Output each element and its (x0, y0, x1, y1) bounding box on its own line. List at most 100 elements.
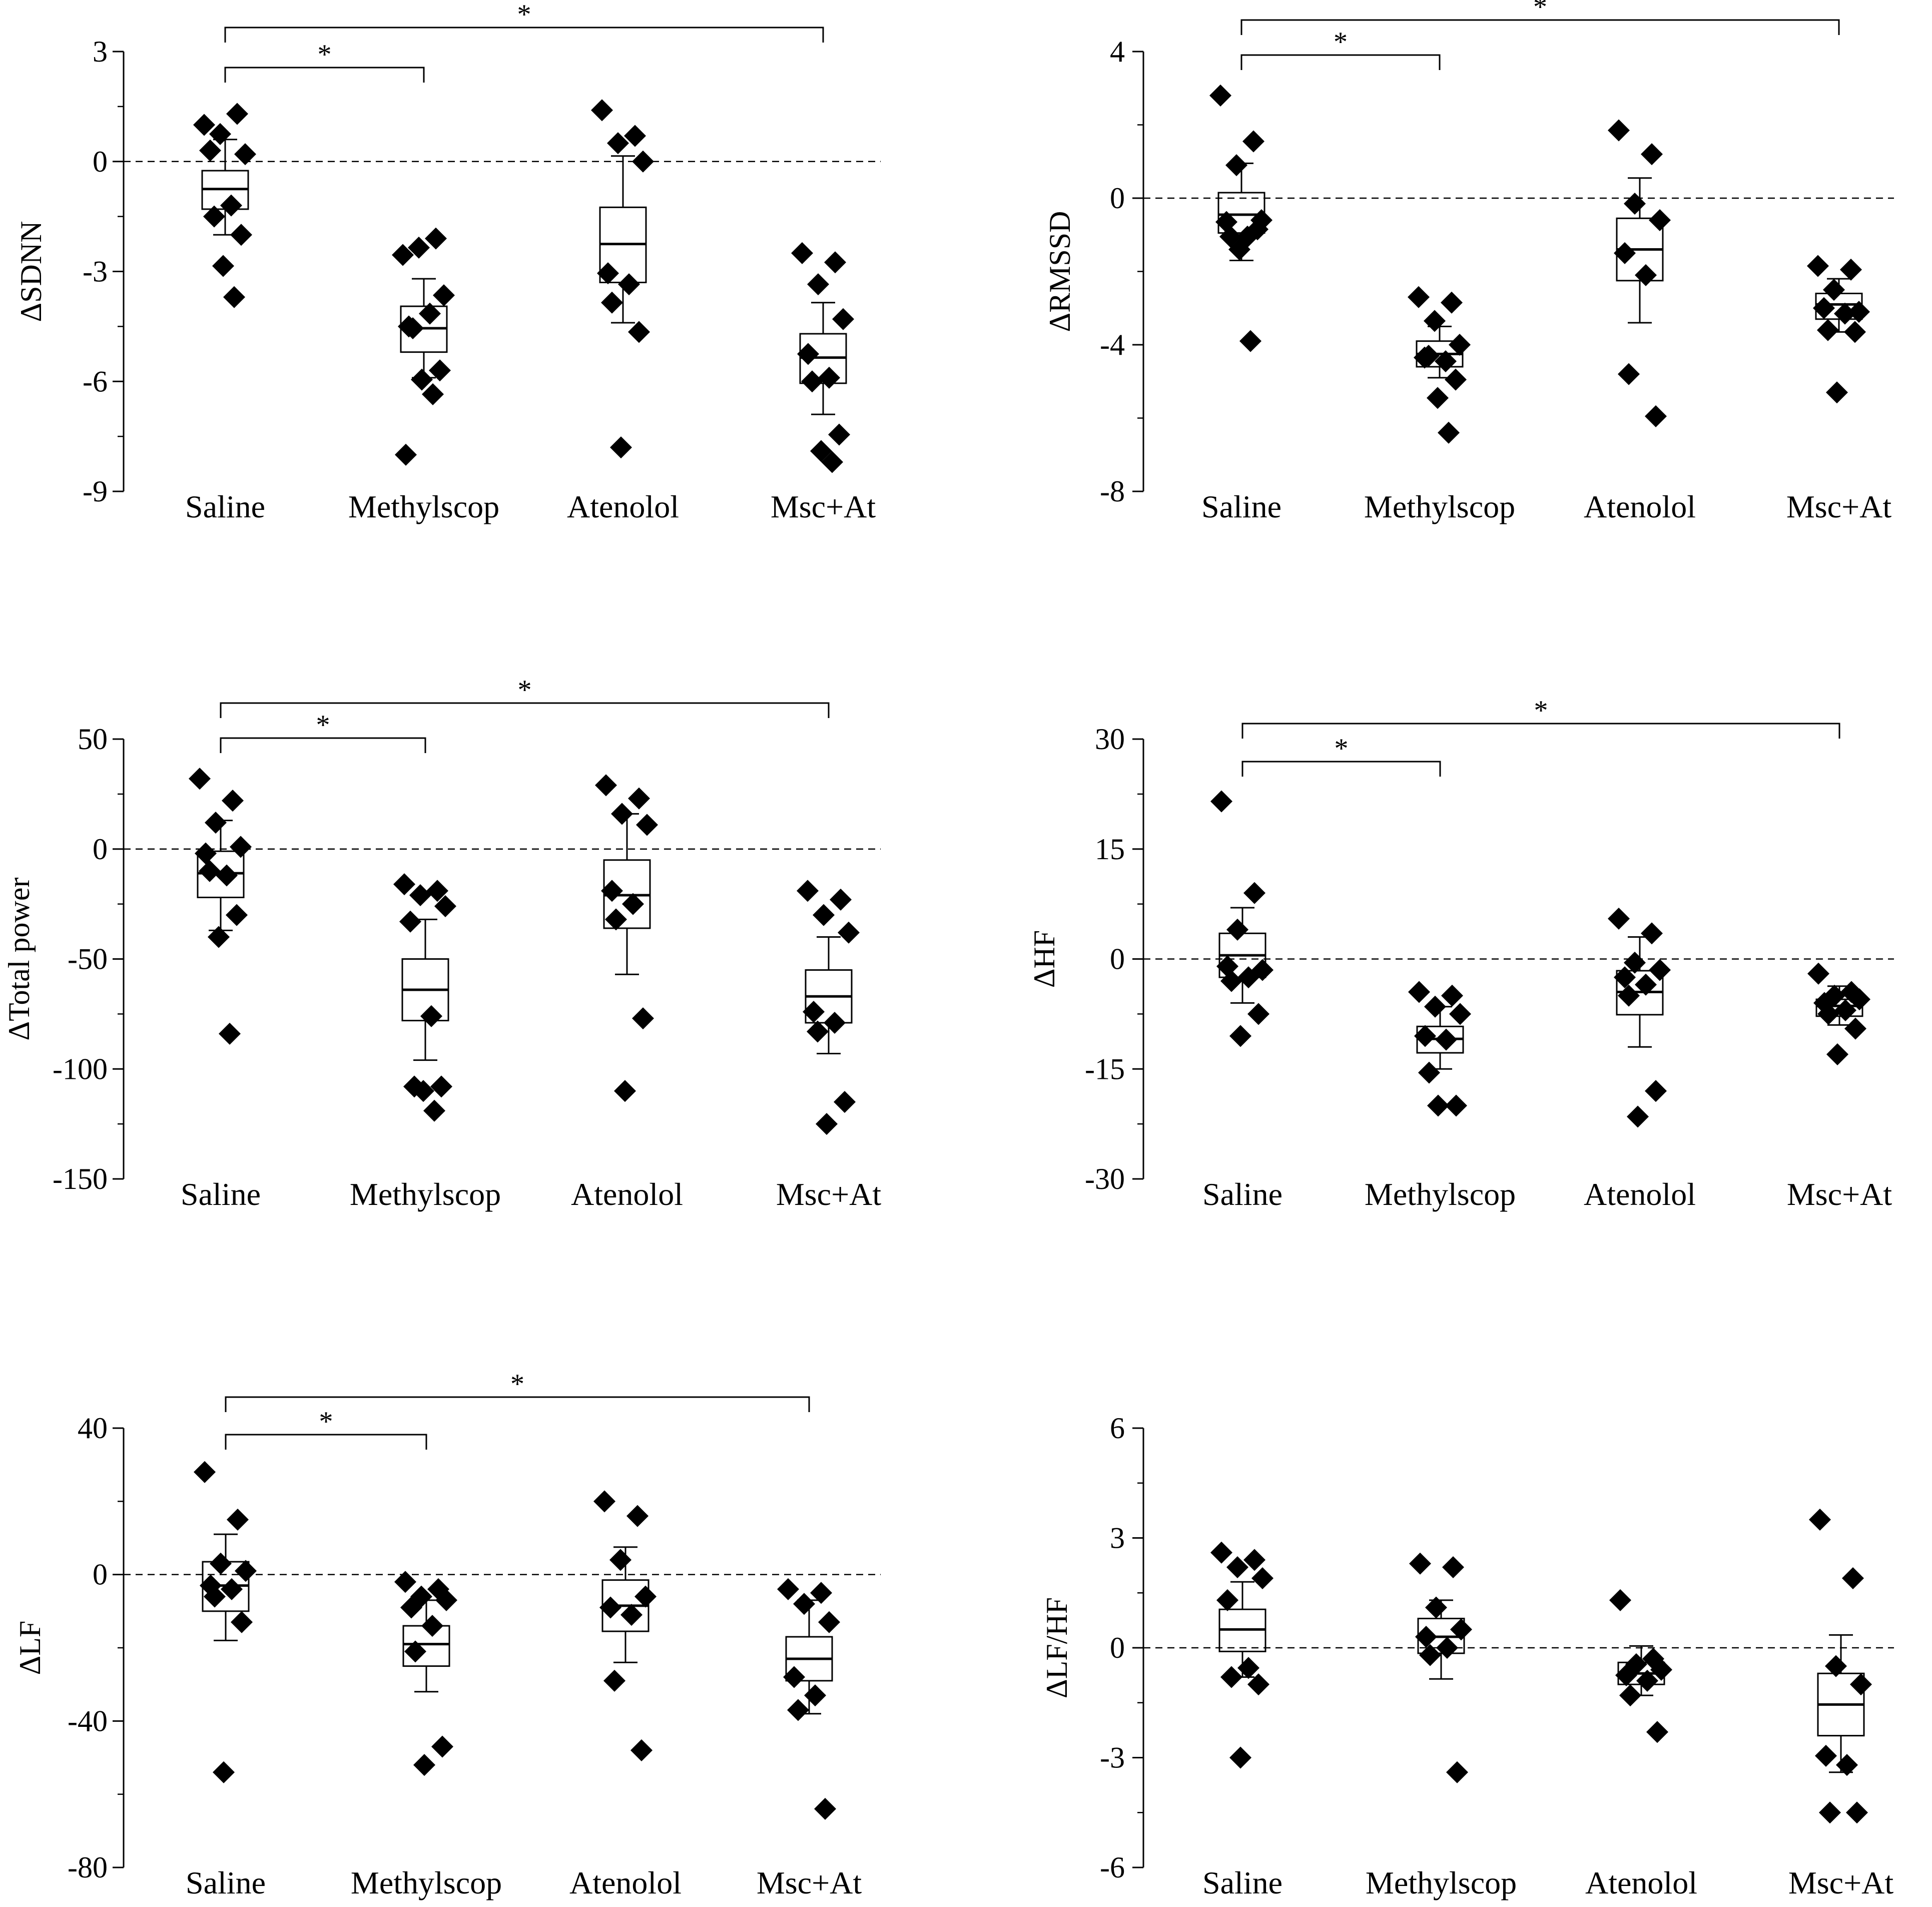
data-point (1450, 1618, 1472, 1641)
y-tick-label: -30 (1085, 1162, 1125, 1195)
data-point (793, 1593, 815, 1615)
data-point (234, 143, 256, 166)
data-point (603, 1669, 625, 1692)
y-tick-label: 3 (1110, 1522, 1125, 1555)
box-methylscop (1408, 981, 1471, 1117)
data-point (1840, 258, 1862, 281)
data-point (412, 1080, 434, 1102)
data-point (1415, 1626, 1437, 1648)
data-point (413, 1754, 435, 1776)
data-point (220, 194, 242, 217)
data-point (409, 884, 431, 907)
data-point (611, 803, 633, 825)
category-label: Msc+At (1787, 1176, 1892, 1212)
data-point (807, 1020, 829, 1043)
data-point (1225, 154, 1247, 177)
data-point (1618, 363, 1640, 385)
data-point (777, 1578, 799, 1600)
box-atenolol (1608, 907, 1671, 1128)
category-label: Msc+At (1786, 489, 1892, 524)
data-point (203, 205, 225, 228)
data-point (1435, 350, 1457, 372)
data-point (838, 921, 860, 944)
significance-bracket: * (1241, 733, 1441, 777)
data-point (430, 1075, 452, 1098)
data-point (628, 321, 650, 343)
data-point (1418, 1061, 1440, 1084)
significance-bracket: * (224, 0, 824, 43)
data-point (213, 1761, 235, 1783)
significance-star: * (518, 675, 532, 706)
category-label: Atenolol (1585, 1865, 1697, 1900)
data-point (419, 302, 441, 325)
category-label: Methylscop (351, 1865, 502, 1900)
data-point (394, 1571, 416, 1593)
data-point (610, 436, 632, 459)
box-methylscop (393, 873, 456, 1122)
data-point (1247, 1673, 1269, 1696)
y-tick-label: 0 (1110, 182, 1125, 215)
data-point (1635, 264, 1657, 286)
data-point (832, 308, 854, 330)
data-point (1842, 1567, 1864, 1589)
data-point (1226, 1556, 1248, 1579)
data-point (199, 860, 221, 882)
data-point (1624, 192, 1646, 215)
y-tick-label: -3 (83, 255, 108, 288)
data-point (791, 242, 813, 264)
data-point (821, 451, 843, 473)
data-point (1619, 1684, 1641, 1707)
box-atenolol (1609, 1589, 1672, 1743)
data-point (1608, 119, 1630, 142)
data-point (1834, 302, 1856, 325)
data-point (1237, 1657, 1259, 1679)
data-point (1624, 951, 1646, 974)
data-point (1807, 255, 1829, 277)
data-point (783, 1666, 805, 1688)
data-point (1815, 1744, 1837, 1767)
y-tick-label: -3 (1100, 1741, 1125, 1774)
data-point (221, 1578, 243, 1600)
data-point (810, 1582, 832, 1604)
data-point (1609, 1589, 1631, 1611)
data-point (1414, 1025, 1436, 1047)
data-point (210, 1552, 232, 1575)
data-point (636, 814, 658, 836)
y-tick-label: -150 (53, 1162, 108, 1195)
data-point (1408, 981, 1430, 1003)
data-point (434, 895, 456, 918)
y-tick-label: -50 (68, 943, 108, 976)
category-label: Saline (186, 1865, 266, 1900)
data-point (601, 291, 623, 314)
box-methylscop (1409, 1552, 1472, 1783)
bracket-line (225, 1434, 427, 1450)
data-point (421, 1615, 443, 1637)
chart-panel-rmssd: -8 -4 0 4 ΔRMSSD Saline Methylscop Atenolol Msc+… (1043, 0, 1894, 524)
data-point (1409, 1552, 1431, 1575)
data-point (1614, 242, 1636, 264)
data-point (1438, 421, 1460, 444)
data-point (199, 139, 221, 162)
category-label: Saline (1202, 1176, 1282, 1212)
y-tick-label: 3 (93, 35, 108, 68)
data-point (1826, 1043, 1848, 1065)
category-label: Saline (1201, 489, 1281, 524)
data-point (1641, 922, 1663, 945)
data-point (194, 1461, 216, 1483)
data-point (803, 1000, 825, 1023)
chart-panel-lf: -80 -40 0 40 ΔLF Saline Methylscop Atenolol Msc+… (14, 1369, 881, 1900)
data-point (1418, 344, 1440, 367)
category-label: Methylscop (1366, 1865, 1517, 1900)
y-tick-label: 0 (1110, 943, 1125, 976)
data-point (435, 1589, 457, 1611)
bracket-line (1241, 761, 1441, 777)
data-point (1220, 970, 1242, 992)
data-point (1242, 130, 1264, 153)
data-point (1618, 984, 1640, 1007)
data-point (614, 1080, 636, 1102)
data-point (1251, 1567, 1273, 1589)
y-tick-label: -80 (68, 1851, 108, 1884)
bracket-line (220, 737, 426, 753)
data-point (189, 768, 211, 790)
